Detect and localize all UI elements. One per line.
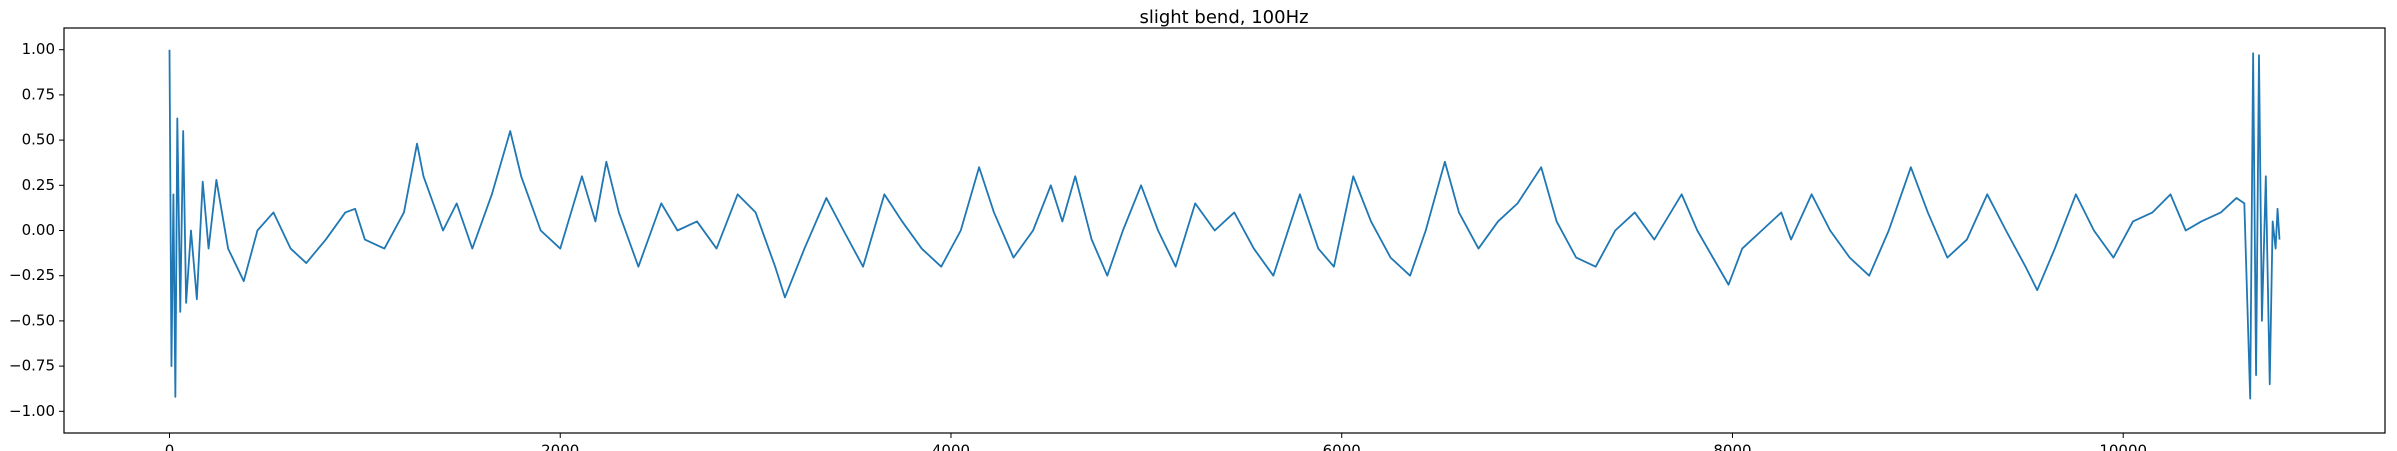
y-tick-label: 1.00 (22, 40, 55, 58)
axes-frame (63, 27, 2386, 434)
x-tick-label: 10000 (2099, 442, 2147, 451)
x-tick-label: 6000 (1323, 442, 1361, 451)
y-tick-label: −0.75 (9, 357, 55, 375)
x-tick-label: 4000 (932, 442, 970, 451)
chart-title: slight bend, 100Hz (1139, 7, 1308, 28)
y-tick-label: 0.75 (22, 85, 55, 103)
y-tick-label: 0.50 (22, 131, 55, 149)
x-tick-label: 0 (165, 442, 175, 451)
y-tick-label: 0.25 (22, 176, 55, 194)
y-tick-label: −1.00 (9, 402, 55, 420)
y-tick-label: −0.50 (9, 311, 55, 329)
y-tick-label: −0.25 (9, 266, 55, 284)
data-line (168, 49, 2281, 400)
x-tick-label: 2000 (541, 442, 579, 451)
y-tick-label: 0.00 (22, 221, 55, 239)
x-tick-label: 8000 (1713, 442, 1751, 451)
